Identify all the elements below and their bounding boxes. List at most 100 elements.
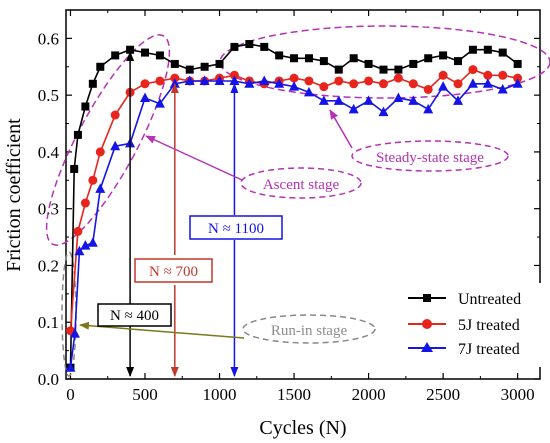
y-tick-label: 0.0 [38, 370, 59, 389]
y-tick-label: 0.2 [38, 256, 59, 275]
point-untreated [454, 57, 463, 66]
point-7j [363, 95, 374, 105]
point-7j [80, 240, 91, 250]
x-tick-label: 2000 [352, 385, 386, 404]
point-5j [378, 79, 388, 89]
x-tick-label: 2500 [426, 385, 460, 404]
point-7j [244, 78, 255, 88]
point-5j [73, 226, 83, 236]
annotation-box [189, 215, 283, 240]
point-5j [423, 84, 433, 94]
arrow-steady [329, 109, 353, 149]
legend-marker-circle [422, 319, 432, 329]
point-5j [513, 73, 523, 83]
annotation-label: Ascent stage [263, 177, 340, 193]
point-untreated [379, 65, 388, 74]
point-7j [154, 98, 165, 108]
point-untreated [364, 59, 373, 68]
annotation-label: Steady-state stage [376, 150, 484, 166]
point-7j [87, 237, 98, 247]
point-untreated [334, 65, 343, 74]
steady-state-ellipse [219, 25, 550, 99]
point-7j [393, 92, 404, 102]
point-7j [140, 92, 150, 102]
series-line-0 [69, 43, 519, 368]
point-untreated [275, 51, 284, 60]
point-5j [289, 73, 299, 83]
y-tick-label: 0.4 [38, 143, 60, 162]
series-layer [65, 40, 523, 372]
point-5j [393, 73, 403, 83]
legend-entry-7j: 7J treated [408, 341, 520, 358]
point-7j [467, 78, 478, 88]
point-untreated [230, 42, 239, 51]
y-tick-label: 0.1 [38, 313, 59, 332]
point-5j [408, 79, 418, 89]
point-untreated [498, 48, 507, 57]
point-7j [423, 103, 434, 114]
point-untreated [245, 40, 254, 49]
point-untreated [81, 102, 90, 111]
point-untreated [319, 57, 328, 66]
point-7j [303, 86, 314, 97]
point-untreated [260, 42, 269, 51]
point-5j [170, 73, 180, 83]
point-7j [497, 83, 508, 94]
legend: Untreated 5J treated 7J treated [399, 283, 549, 367]
x-tick-label: 0 [66, 385, 75, 404]
annotation-label: Run-in stage [271, 323, 348, 339]
point-untreated [483, 45, 492, 54]
point-untreated [170, 59, 179, 68]
point-untreated [290, 54, 299, 63]
point-5j [334, 76, 344, 86]
point-7j [318, 95, 329, 105]
point-5j [319, 82, 329, 92]
point-7j [289, 81, 300, 91]
legend-marker-square [423, 294, 431, 302]
y-tick-label: 0.6 [38, 29, 59, 48]
legend-marker-triangle [421, 342, 433, 352]
legend-label-7j: 7J treated [458, 341, 520, 358]
point-5j [140, 79, 150, 89]
point-7j [110, 140, 121, 151]
point-untreated [111, 51, 120, 60]
point-untreated [468, 45, 477, 54]
point-7j [199, 75, 210, 85]
annotation-label: N ≈ 1100 [208, 221, 264, 237]
point-7j [378, 106, 389, 117]
point-7j [65, 362, 76, 372]
point-7j [229, 75, 240, 85]
legend-label-untreated: Untreated [458, 291, 521, 308]
arrow-ascent [145, 135, 243, 181]
ascent-label-ellipse [240, 167, 362, 199]
x-tick-label: 1000 [203, 385, 237, 404]
point-untreated [200, 62, 209, 71]
point-untreated [155, 51, 164, 60]
point-7j [184, 75, 195, 85]
point-untreated [96, 62, 105, 71]
point-5j [364, 76, 374, 86]
point-5j [110, 110, 120, 120]
annotation-label: N ≈ 400 [110, 308, 159, 324]
point-5j [453, 79, 463, 89]
point-untreated [88, 79, 97, 88]
annotation-box [97, 303, 172, 327]
point-untreated [409, 59, 418, 68]
x-tick-label: 1500 [277, 385, 311, 404]
point-untreated [70, 164, 79, 173]
run-in-label-ellipse [242, 314, 376, 344]
annotation-box [134, 258, 213, 283]
y-tick-label: 0.5 [38, 86, 59, 105]
axis-ticks: 0 500 1000 1500 2000 2500 3000 0.0 0.1 0.2 0.3 0.4 0… [38, 9, 540, 404]
point-7j [482, 78, 493, 88]
point-5j [468, 65, 478, 75]
x-tick-label: 500 [132, 385, 158, 404]
point-untreated [439, 51, 448, 60]
steady-label-ellipse [351, 140, 509, 172]
y-axis-label: Friction coefficient [3, 118, 25, 272]
arrow-run-in [79, 321, 245, 339]
point-untreated [185, 65, 194, 74]
point-7j [453, 95, 464, 105]
point-5j [438, 70, 448, 80]
